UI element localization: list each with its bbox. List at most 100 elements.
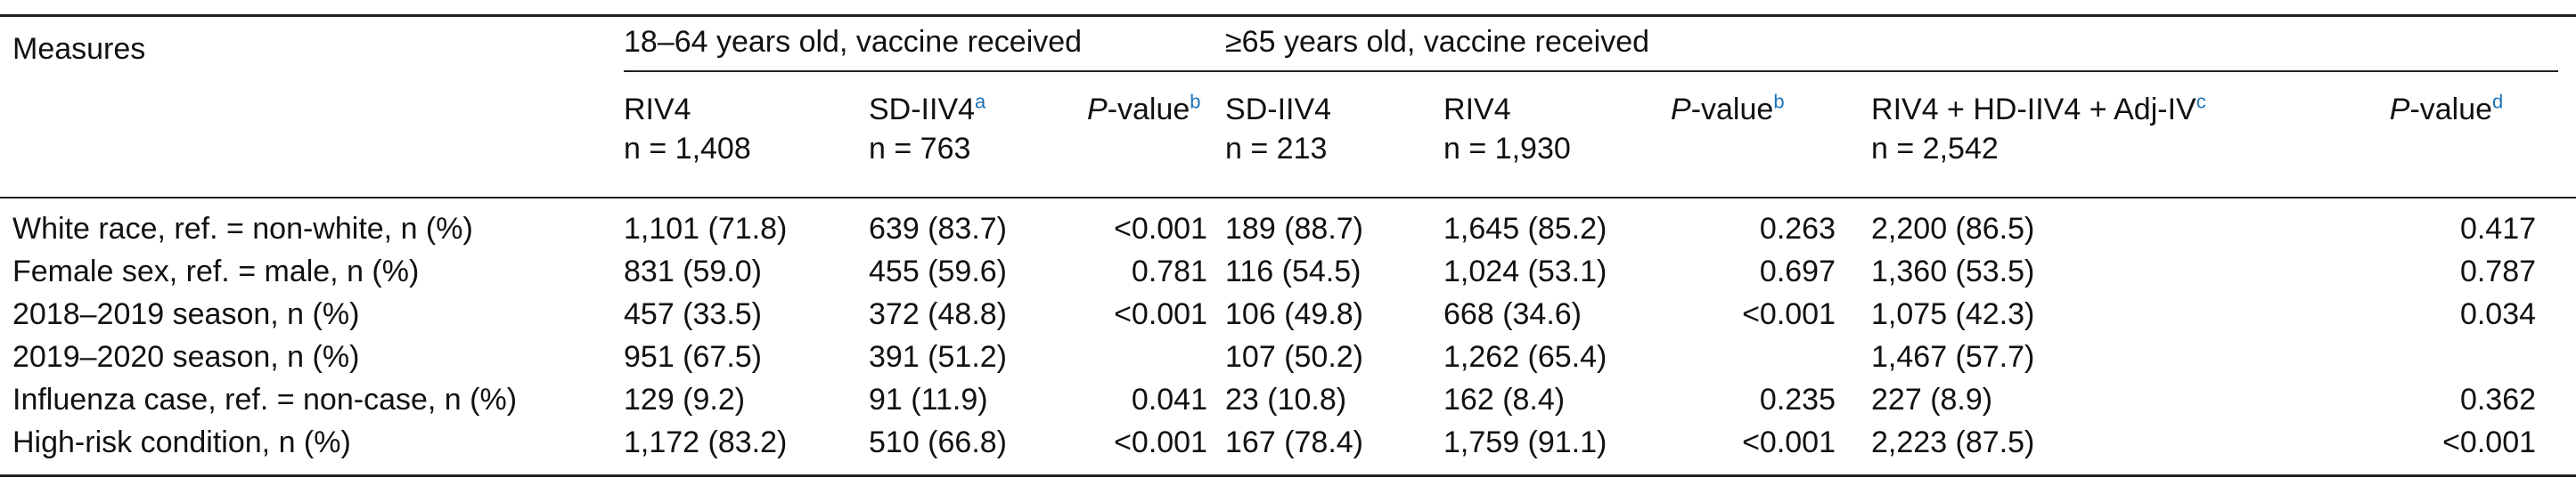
column-header-riv4-65: RIV4 n = 1,930 xyxy=(1443,77,1672,198)
cell-sdiiv4-65: 116 (54.5) xyxy=(1225,255,1362,288)
cell-riv4-65: 1,024 (53.1) xyxy=(1443,255,1607,288)
footnote-marker[interactable]: d xyxy=(2492,90,2504,113)
cell-riv4-1864: 1,101 (71.8) xyxy=(624,212,788,246)
footnote-marker[interactable]: c xyxy=(2196,90,2206,113)
footnote-marker[interactable]: a xyxy=(975,90,986,113)
group-18-64-header: 18–64 years old, vaccine received xyxy=(624,16,1226,78)
cell-sdiiv4-1864: 639 (83.7) xyxy=(869,212,1007,246)
cell-riv4-1864: 129 (9.2) xyxy=(624,383,746,417)
cell-riv4-65: 668 (34.6) xyxy=(1443,297,1582,331)
column-name-text: P xyxy=(1671,93,1691,126)
cell-pvalue-65: 0.263 xyxy=(1759,212,1836,246)
header-row-columns: RIV4 n = 1,408 SD-IIV4a n = 763 P-valueb SD-I… xyxy=(0,77,2576,198)
cell-sdiiv4-1864: 91 (11.9) xyxy=(869,383,988,417)
cell-pvalue-1864: 0.041 xyxy=(1131,383,1208,417)
footnote-marker[interactable]: b xyxy=(1773,90,1785,113)
column-header-pvalue-combined: P-valued xyxy=(2317,77,2576,198)
measures-header: Measures xyxy=(0,15,624,198)
column-name-suffix: -value xyxy=(1690,93,1774,126)
group-65plus-label: ≥65 years old, vaccine received xyxy=(1225,22,2559,72)
cell-pvalue-1864: <0.001 xyxy=(1114,212,1208,246)
table-row: Female sex, ref. = male, n (%) 831 (59.0)… xyxy=(0,252,2576,295)
table-row: High-risk condition, n (%) 1,172 (83.2) 51… xyxy=(0,423,2576,476)
cell-pvalue-combined: 0.417 xyxy=(2459,212,2537,246)
cell-pvalue-combined: <0.001 xyxy=(2442,425,2537,459)
column-name-text: SD-IIV4 xyxy=(1225,93,1332,126)
row-label: High-risk condition, n (%) xyxy=(12,425,351,459)
cell-riv4-65: 1,645 (85.2) xyxy=(1443,212,1607,246)
cell-sdiiv4-1864: 510 (66.8) xyxy=(869,425,1007,459)
column-name-text: P xyxy=(1087,93,1108,126)
cell-pvalue-1864: <0.001 xyxy=(1114,425,1208,459)
cell-riv4-1864: 831 (59.0) xyxy=(624,255,762,288)
header-row-groups: Measures 18–64 years old, vaccine receiv… xyxy=(0,15,2576,198)
cell-riv4-1864: 457 (33.5) xyxy=(624,297,762,331)
table-row: White race, ref. = non-white, n (%) 1,101… xyxy=(0,198,2576,252)
cell-riv4-65: 1,759 (91.1) xyxy=(1443,425,1607,459)
cell-riv4-65: 1,262 (65.4) xyxy=(1443,340,1607,374)
column-header-sdiiv4-65: SD-IIV4 n = 213 xyxy=(1225,77,1444,198)
cell-combined-65: 1,360 (53.5) xyxy=(1871,255,2035,288)
cell-pvalue-65 xyxy=(1671,337,1871,380)
cell-combined-65: 1,075 (42.3) xyxy=(1871,297,2035,331)
column-name: RIV4 + HD-IIV4 + Adj-IVc xyxy=(1871,90,2317,129)
column-sample-size: n = 1,930 xyxy=(1443,132,1571,166)
column-sample-size: n = 763 xyxy=(869,132,971,166)
column-sample-size: n = 1,408 xyxy=(624,132,751,166)
column-name-suffix: -value xyxy=(1107,93,1190,126)
cell-sdiiv4-65: 23 (10.8) xyxy=(1225,383,1347,417)
row-label: White race, ref. = non-white, n (%) xyxy=(12,212,473,246)
column-name-text: SD-IIV4 xyxy=(869,93,976,126)
table-row: 2018–2019 season, n (%) 457 (33.5) 372 (48… xyxy=(0,295,2576,337)
cell-combined-65: 1,467 (57.7) xyxy=(1871,340,2035,374)
column-name-text: RIV4 xyxy=(624,93,691,126)
cell-sdiiv4-65: 167 (78.4) xyxy=(1225,425,1364,459)
cell-pvalue-1864: 0.781 xyxy=(1131,255,1208,288)
cell-combined-65: 227 (8.9) xyxy=(1871,383,1993,417)
column-name: P-valued xyxy=(2317,90,2576,129)
row-label: 2018–2019 season, n (%) xyxy=(12,297,360,331)
cell-combined-65: 2,200 (86.5) xyxy=(1871,212,2035,246)
cell-sdiiv4-65: 189 (88.7) xyxy=(1225,212,1364,246)
group-18-64-label: 18–64 years old, vaccine received xyxy=(624,22,1226,72)
data-table: Measures 18–64 years old, vaccine receiv… xyxy=(0,14,2576,477)
column-name-text: P xyxy=(2389,93,2410,126)
cell-sdiiv4-1864: 372 (48.8) xyxy=(869,297,1007,331)
cell-pvalue-65: 0.697 xyxy=(1759,255,1836,288)
cell-pvalue-65: <0.001 xyxy=(1742,297,1836,331)
cell-pvalue-combined: 0.362 xyxy=(2459,383,2537,417)
column-header-riv4-1864: RIV4 n = 1,408 xyxy=(624,77,869,198)
cell-sdiiv4-1864: 391 (51.2) xyxy=(869,340,1007,374)
cell-pvalue-combined: 0.034 xyxy=(2459,297,2537,331)
cell-riv4-1864: 951 (67.5) xyxy=(624,340,762,374)
column-sample-size: n = 2,542 xyxy=(1871,132,1999,166)
table-row: 2019–2020 season, n (%) 951 (67.5) 391 (51… xyxy=(0,337,2576,380)
row-label: Influenza case, ref. = non-case, n (%) xyxy=(12,383,518,417)
cell-pvalue-65: <0.001 xyxy=(1742,425,1836,459)
cell-pvalue-combined: 0.787 xyxy=(2459,255,2537,288)
column-header-combined-65: RIV4 + HD-IIV4 + Adj-IVc n = 2,542 xyxy=(1871,77,2318,198)
column-name: SD-IIV4a xyxy=(869,90,1087,129)
footnote-marker[interactable]: b xyxy=(1190,90,1201,113)
column-header-sdiiv4-1864: SD-IIV4a n = 763 xyxy=(869,77,1087,198)
column-name-text: RIV4 + HD-IIV4 + Adj-IV xyxy=(1871,93,2196,126)
group-65plus-header: ≥65 years old, vaccine received xyxy=(1225,16,2576,78)
cell-riv4-65: 162 (8.4) xyxy=(1443,383,1566,417)
column-sample-size: n = 213 xyxy=(1225,132,1328,166)
row-label: Female sex, ref. = male, n (%) xyxy=(12,255,420,288)
cell-sdiiv4-65: 107 (50.2) xyxy=(1225,340,1364,374)
row-label: 2019–2020 season, n (%) xyxy=(12,340,360,374)
column-name-text: RIV4 xyxy=(1443,93,1511,126)
cell-pvalue-1864: <0.001 xyxy=(1114,297,1208,331)
column-name: P-valueb xyxy=(1671,90,1871,129)
cell-pvalue-1864 xyxy=(1087,337,1225,380)
cell-sdiiv4-1864: 455 (59.6) xyxy=(869,255,1007,288)
column-header-pvalue-65: P-valueb xyxy=(1671,77,1872,198)
cell-combined-65: 2,223 (87.5) xyxy=(1871,425,2035,459)
column-name: RIV4 xyxy=(624,90,869,129)
column-name: RIV4 xyxy=(1443,90,1671,129)
column-name: SD-IIV4 xyxy=(1225,90,1443,129)
cell-riv4-1864: 1,172 (83.2) xyxy=(624,425,788,459)
column-name-suffix: -value xyxy=(2409,93,2493,126)
